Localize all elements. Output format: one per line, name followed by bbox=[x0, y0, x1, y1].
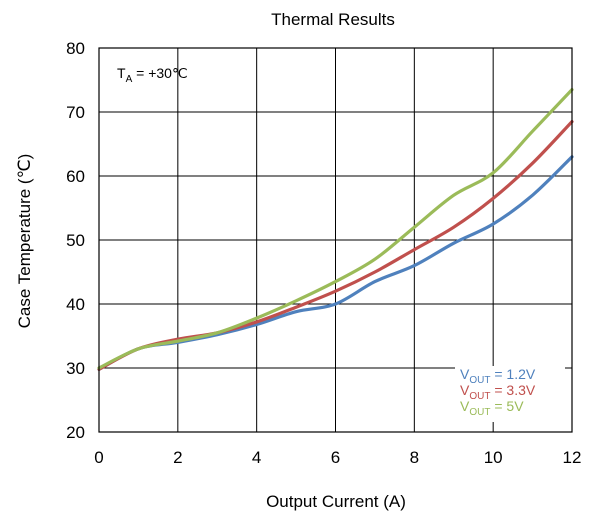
y-tick-label: 80 bbox=[66, 39, 85, 58]
plot-area-frame bbox=[98, 47, 573, 433]
series-lines bbox=[97, 88, 574, 371]
y-tick-label: 30 bbox=[66, 359, 85, 378]
x-tick-label: 12 bbox=[563, 448, 582, 467]
tick-labels: 0 2 4 6 8 10 12 20 30 40 50 60 70 80 bbox=[66, 39, 581, 467]
ambient-temperature-annotation: TA = +30℃ bbox=[117, 65, 188, 85]
y-tick-label: 40 bbox=[66, 295, 85, 314]
x-tick-label: 8 bbox=[410, 448, 419, 467]
series-line-3 bbox=[97, 88, 574, 370]
x-tick-label: 10 bbox=[484, 448, 503, 467]
x-axis-label: Output Current (A) bbox=[266, 492, 406, 511]
series-line-2 bbox=[97, 120, 574, 371]
x-tick-label: 4 bbox=[252, 448, 261, 467]
legend-entry-1: VOUT = 1.2V bbox=[460, 366, 536, 386]
annotation-text: TA = +30℃ bbox=[117, 65, 188, 85]
y-tick-label: 20 bbox=[66, 423, 85, 442]
x-tick-label: 0 bbox=[94, 448, 103, 467]
x-tick-label: 2 bbox=[173, 448, 182, 467]
y-tick-label: 50 bbox=[66, 231, 85, 250]
legend-entry-3: VOUT = 5V bbox=[460, 398, 524, 418]
chart-title: Thermal Results bbox=[271, 10, 395, 29]
x-tick-label: 6 bbox=[331, 448, 340, 467]
legend-entry-2: VOUT = 3.3V bbox=[460, 382, 536, 402]
y-tick-label: 60 bbox=[66, 167, 85, 186]
legend-background bbox=[455, 366, 565, 422]
y-axis-label: Case Temperature (℃) bbox=[15, 154, 34, 329]
y-tick-label: 70 bbox=[66, 103, 85, 122]
